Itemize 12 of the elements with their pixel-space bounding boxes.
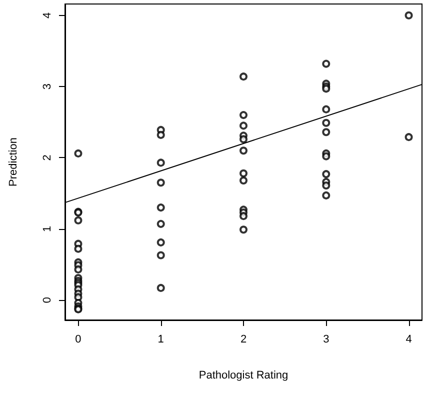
x-tick-label: 0: [75, 334, 82, 346]
y-tick-label: 0: [42, 297, 54, 304]
y-axis-title: Prediction: [8, 138, 20, 186]
y-tick-label: 4: [42, 12, 54, 18]
x-tick-label: 3: [323, 334, 330, 346]
x-axis-title: Pathologist Rating: [198, 370, 288, 382]
y-tick-label: 3: [42, 83, 54, 90]
x-tick-label: 4: [406, 334, 412, 346]
y-tick-label: 2: [42, 154, 54, 161]
y-tick-label: 1: [42, 226, 54, 232]
x-tick-label: 2: [240, 334, 247, 346]
x-tick-label: 1: [158, 334, 164, 346]
